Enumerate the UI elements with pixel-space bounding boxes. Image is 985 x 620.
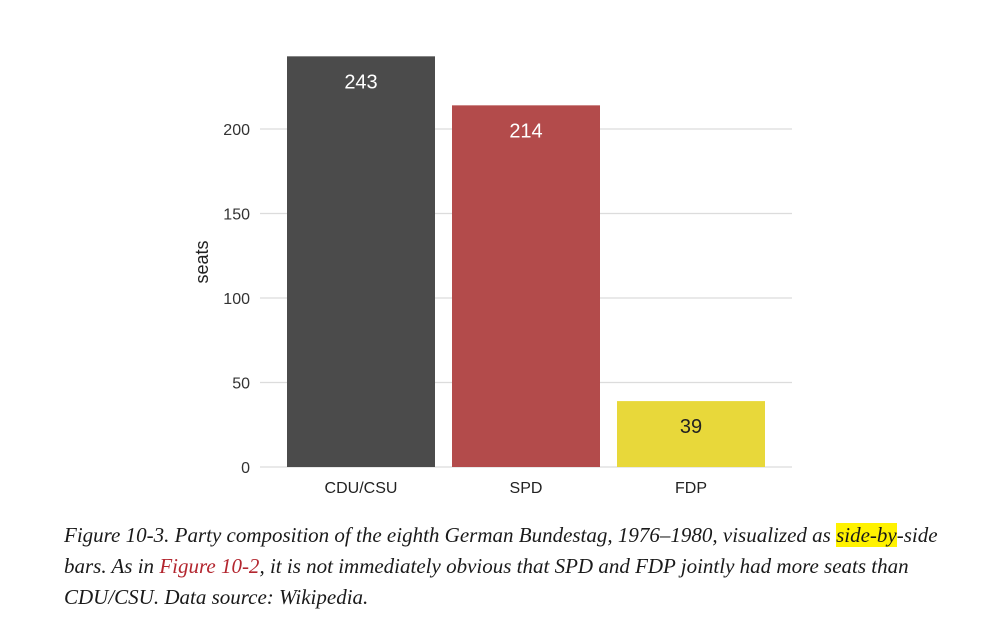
bar-value-label: 243 — [344, 71, 377, 93]
y-tick-label: 200 — [223, 122, 250, 139]
caption-highlight: side-by — [836, 523, 897, 547]
figure-caption: Figure 10-3. Party composition of the ei… — [64, 520, 944, 613]
y-axis-ticks: 0 50 100 150 200 — [223, 122, 250, 477]
bar-labels: 243 214 39 — [344, 71, 702, 438]
bar-cducsu — [287, 56, 435, 467]
x-tick-label: CDU/CSU — [325, 480, 398, 497]
figure-link[interactable]: Figure 10-2 — [159, 554, 260, 578]
bar-fdp — [617, 401, 765, 467]
x-axis-ticks: CDU/CSU SPD FDP — [325, 480, 707, 497]
y-tick-label: 150 — [223, 207, 250, 224]
y-axis-title: seats — [192, 240, 212, 283]
y-tick-label: 100 — [223, 291, 250, 308]
caption-text-2: -side bars. As in — [64, 523, 938, 578]
y-tick-label: 0 — [241, 460, 250, 477]
bar-spd — [452, 105, 600, 467]
x-tick-label: SPD — [510, 480, 543, 497]
caption-text-3: , it is not immediately obvious that SPD… — [64, 554, 909, 609]
bar-value-label: 214 — [509, 120, 542, 142]
bar-chart: 0 50 100 150 200 243 214 39 CDU/CSU SPD FDP seat… — [192, 56, 792, 497]
y-tick-label: 50 — [232, 376, 250, 393]
x-tick-label: FDP — [675, 480, 707, 497]
caption-text-1: Figure 10-3. Party composition of the ei… — [64, 523, 837, 547]
bars — [287, 56, 765, 467]
bar-value-label: 39 — [680, 416, 702, 438]
